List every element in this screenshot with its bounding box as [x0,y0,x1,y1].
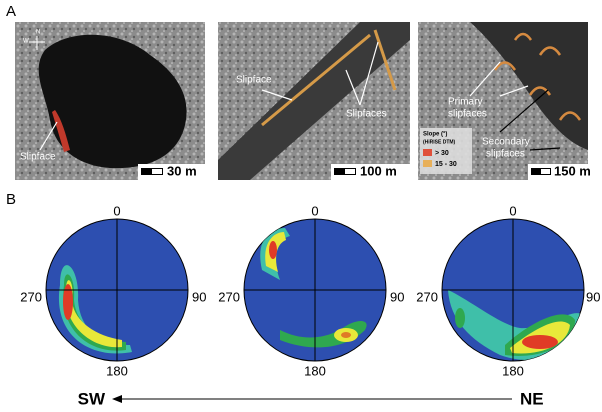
contour-peak [63,284,73,320]
azimuth-label: 180 [304,363,326,378]
stereonet-3: 0 90 180 270 [416,203,600,378]
legend-item: > 30 [435,150,449,157]
azimuth-label: 90 [586,289,600,304]
direction-label: NE [520,389,544,408]
azimuth-label: 90 [390,289,404,304]
arrow-head [112,395,122,403]
legend-swatch [423,160,432,167]
image-label: Slipfaces [346,109,387,120]
scale-label: 150 m [554,163,591,178]
scale-bar [345,169,355,174]
figure: A Slipface N W 30 m Slipface Slipfaces 1… [0,0,602,412]
image-label: Slipface [236,75,272,86]
stereonet-2: 0 90 180 270 [218,203,404,378]
contour-peak [269,241,277,259]
image-label: Primary [448,97,482,108]
contour-peak [341,332,351,338]
image-1: Slipface N W 30 m [15,22,205,180]
image-label: Slipface [20,152,56,163]
scale-label: 30 m [167,163,197,178]
azimuth-label: 0 [509,203,516,218]
image-label: Secondary [482,137,530,148]
image-label: slipfaces [486,149,525,160]
image-3: Primary slipfaces Secondary slipfaces Sl… [418,22,591,180]
compass-w: W [23,39,29,45]
legend-swatch [423,149,432,156]
legend-item: 15 - 30 [435,161,457,168]
azimuth-label: 180 [502,363,524,378]
legend-subtitle: (HiRISE DTM) [423,139,456,145]
azimuth-label: 270 [20,289,42,304]
contour [455,308,465,328]
panel-label: A [6,3,16,20]
azimuth-label: 0 [113,203,120,218]
image-2: Slipface Slipfaces 100 m [218,22,410,180]
azimuth-label: 270 [218,289,240,304]
azimuth-label: 90 [192,289,206,304]
scale-bar [152,169,162,174]
azimuth-label: 270 [416,289,438,304]
compass-n: N [36,30,40,36]
scale-label: 100 m [360,163,397,178]
contour-peak [522,335,558,349]
stereonet-1: 0 90 180 270 [20,203,206,378]
legend-title: Slope (°) [423,132,447,138]
image-label: slipfaces [448,109,487,120]
azimuth-label: 0 [311,203,318,218]
azimuth-label: 180 [106,363,128,378]
panel-label: B [6,191,16,208]
scale-bar [541,169,550,174]
direction-label: SW [78,389,106,408]
